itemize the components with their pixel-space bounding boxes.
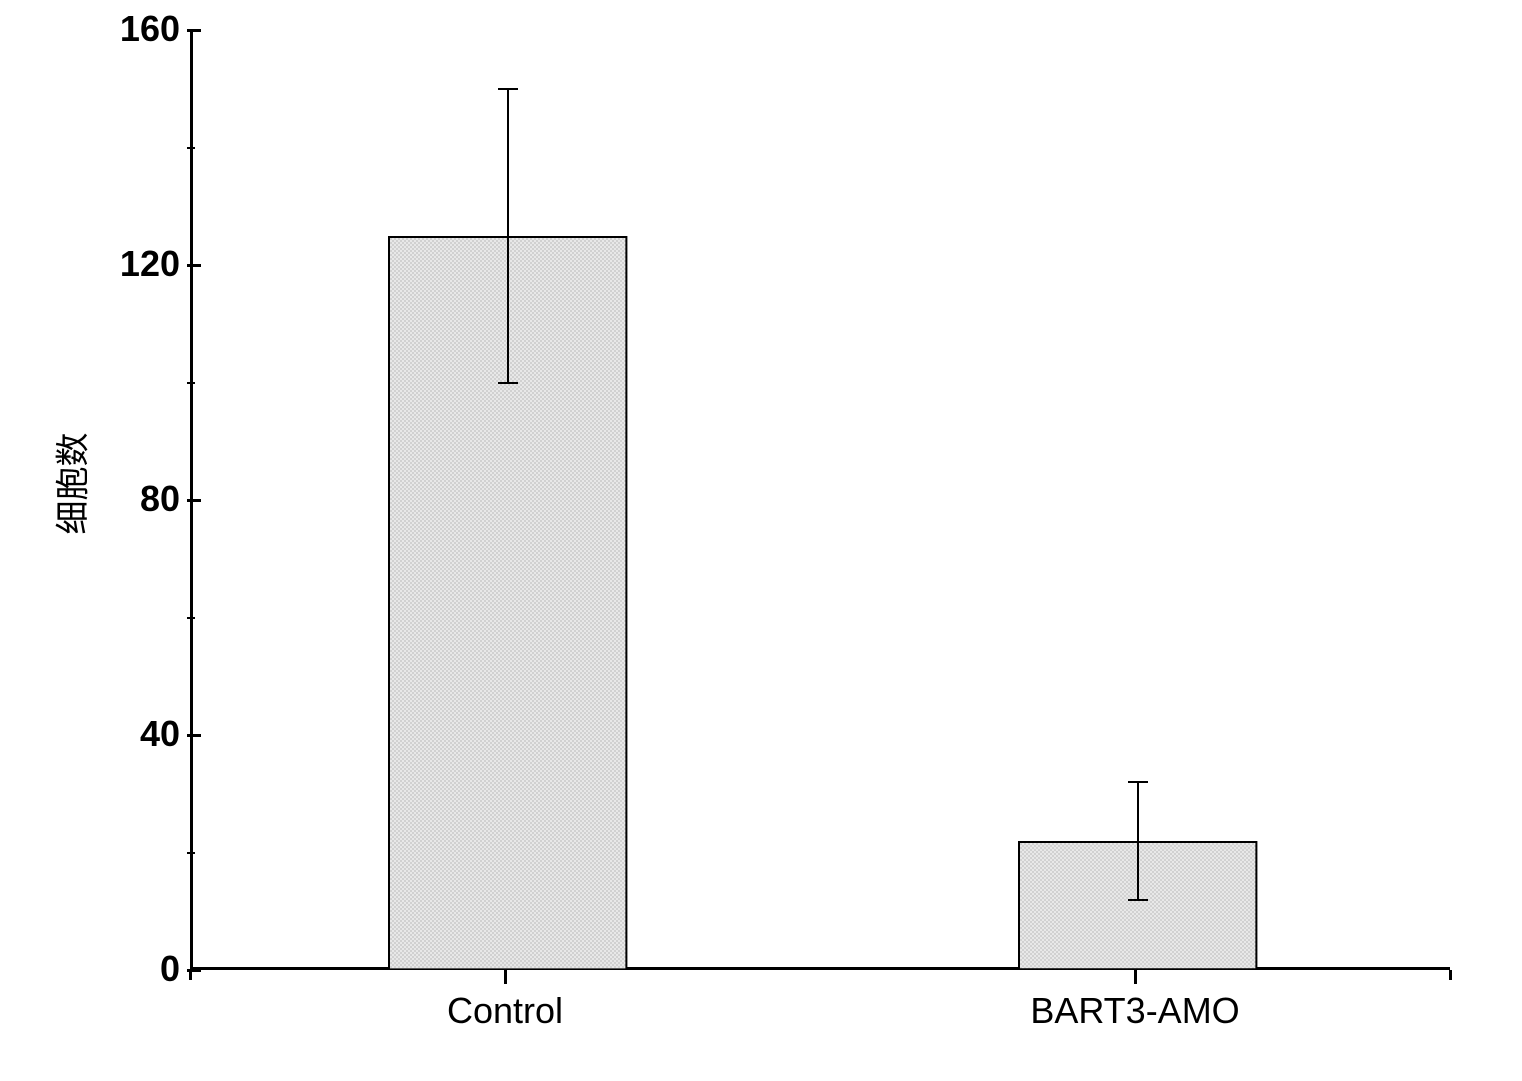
chart-container: 细胞数 04080120160ControlBART3-AMO <box>60 20 1480 1060</box>
y-tick-label: 160 <box>90 8 180 50</box>
y-tick-minor <box>187 382 195 384</box>
plot-area <box>190 30 1450 970</box>
x-tick-label: BART3-AMO <box>985 990 1285 1032</box>
y-tick-mark <box>187 264 201 267</box>
y-tick-mark <box>187 734 201 737</box>
y-tick-label: 120 <box>90 243 180 285</box>
y-tick-minor <box>187 852 195 854</box>
y-tick-mark <box>187 29 201 32</box>
x-tick-mark <box>1134 970 1137 984</box>
y-tick-mark <box>187 499 201 502</box>
error-bar-cap <box>498 382 518 384</box>
y-tick-minor <box>187 147 195 149</box>
y-tick-label: 80 <box>90 478 180 520</box>
error-bar-cap <box>1128 781 1148 783</box>
x-tick-label: Control <box>355 990 655 1032</box>
y-tick-minor <box>187 617 195 619</box>
error-bar <box>507 89 509 383</box>
y-axis-label: 细胞数 <box>46 433 95 535</box>
y-tick-label: 0 <box>90 948 180 990</box>
y-tick-label: 40 <box>90 713 180 755</box>
error-bar-cap <box>1128 899 1148 901</box>
error-bar <box>1137 782 1139 900</box>
x-tick-mark <box>189 970 192 980</box>
error-bar-cap <box>498 88 518 90</box>
x-tick-mark <box>1449 970 1452 980</box>
x-tick-mark <box>504 970 507 984</box>
